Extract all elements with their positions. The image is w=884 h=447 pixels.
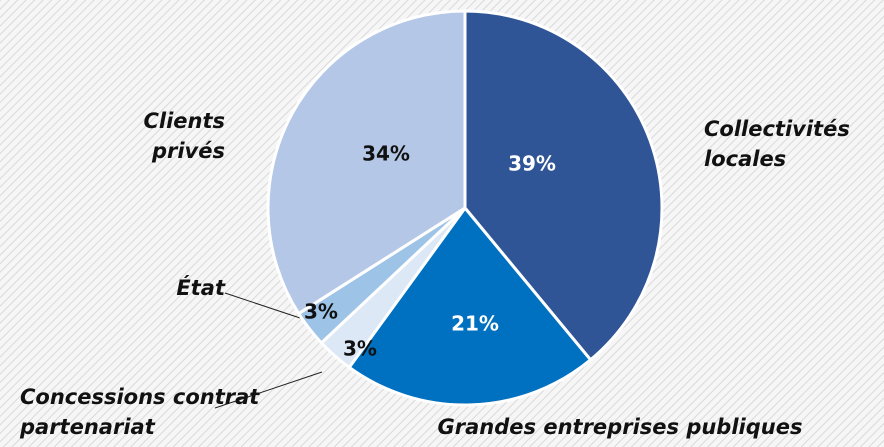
pie-slice [347,205,593,407]
pie-slice [266,9,467,316]
value-label: 34% [362,142,410,166]
category-label: Collectivités locales [704,117,850,171]
category-label: État [176,276,225,300]
value-label: 21% [451,312,499,336]
leader-line [214,371,323,409]
category-label: Concessions contrat partenariat [20,385,260,439]
category-label: Grandes entreprises publiques [437,415,803,439]
leader-line [224,292,301,319]
value-label: 3% [343,337,377,361]
value-label: 39% [508,152,556,176]
category-label: Clients privés [143,109,225,163]
value-label: 3% [304,300,338,324]
pie-slice [463,9,664,362]
